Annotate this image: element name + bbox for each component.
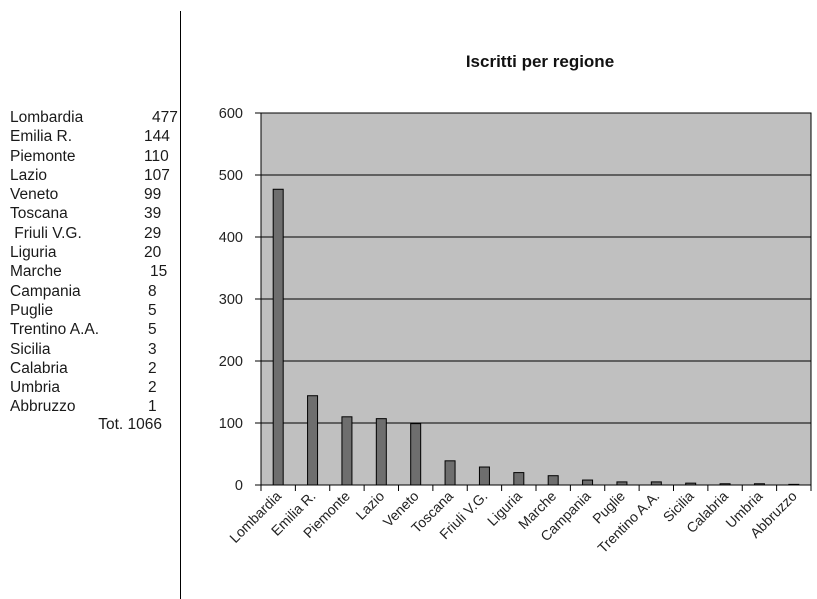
bar <box>514 473 524 485</box>
y-tick-label: 300 <box>219 292 243 308</box>
bar <box>411 424 421 485</box>
bar <box>308 396 318 485</box>
bar <box>273 189 283 485</box>
bar <box>686 483 696 485</box>
bar <box>342 417 352 485</box>
bar <box>548 476 558 485</box>
y-tick-label: 500 <box>219 168 243 184</box>
y-tick-label: 100 <box>219 416 243 432</box>
y-tick-label: 0 <box>235 478 243 494</box>
bar <box>720 484 730 485</box>
y-tick-label: 200 <box>219 354 243 370</box>
bar <box>445 461 455 485</box>
bar <box>583 480 593 485</box>
chart-title: Iscritti per regione <box>466 52 614 71</box>
bar <box>376 419 386 485</box>
bar <box>789 484 799 485</box>
x-tick-label: Lombardia <box>226 488 284 546</box>
y-tick-label: 600 <box>219 106 243 122</box>
bar <box>754 484 764 485</box>
bar <box>617 482 627 485</box>
bar <box>651 482 661 485</box>
bar <box>479 467 489 485</box>
y-tick-label: 400 <box>219 230 243 246</box>
